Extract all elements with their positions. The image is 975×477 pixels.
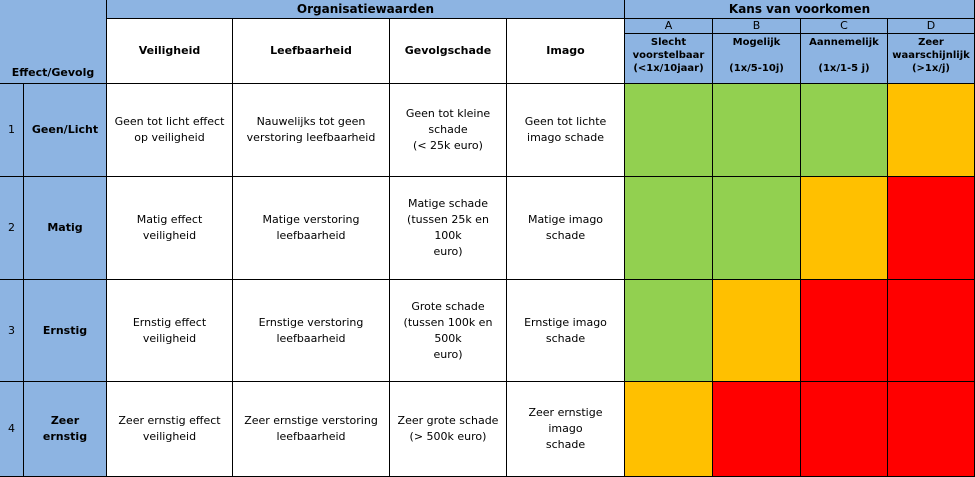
value-cell: Zeer ernstige imago schade [507,382,625,477]
risk-cell [888,382,975,477]
risk-cell [888,84,975,177]
value-cell: Nauwelijks tot geen verstoring leefbaarh… [233,84,390,177]
row-number: 1 [0,84,24,177]
likelihood-label-d: Zeer waarschijnlijk (>1x/j) [888,34,975,84]
column-header-leefbaarheid: Leefbaarheid [233,19,390,84]
risk-cell [801,280,888,382]
row-number: 4 [0,382,24,477]
value-cell: Geen tot lichte imago schade [507,84,625,177]
risk-cell [713,382,801,477]
kans-van-voorkomen-header: Kans van voorkomen [625,0,975,19]
likelihood-letter-d: D [888,19,975,34]
risk-cell [713,280,801,382]
organisatiewaarden-header: Organisatiewaarden [107,0,625,19]
row-severity: Geen/Licht [24,84,107,177]
risk-cell [625,280,713,382]
risk-cell [888,280,975,382]
risk-cell [625,177,713,280]
likelihood-label-b: Mogelijk (1x/5-10j) [713,34,801,84]
column-header-veiligheid: Veiligheid [107,19,233,84]
value-cell: Zeer grote schade (> 500k euro) [390,382,507,477]
row-severity: Zeer ernstig [24,382,107,477]
risk-cell [625,84,713,177]
value-cell: Matige verstoring leefbaarheid [233,177,390,280]
value-cell: Zeer ernstig effect veiligheid [107,382,233,477]
value-cell: Grote schade (tussen 100k en 500k euro) [390,280,507,382]
value-cell: Geen tot licht effect op veiligheid [107,84,233,177]
likelihood-letter-c: C [801,19,888,34]
value-cell: Geen tot kleine schade (< 25k euro) [390,84,507,177]
risk-cell [625,382,713,477]
row-severity: Ernstig [24,280,107,382]
likelihood-letter-b: B [713,19,801,34]
value-cell: Ernstige imago schade [507,280,625,382]
value-cell: Ernstig effect veiligheid [107,280,233,382]
row-number: 2 [0,177,24,280]
value-cell: Matige schade (tussen 25k en 100k euro) [390,177,507,280]
risk-cell [713,177,801,280]
likelihood-label-c: Aannemelijk (1x/1-5 j) [801,34,888,84]
column-header-gevolgschade: Gevolgschade [390,19,507,84]
column-header-imago: Imago [507,19,625,84]
value-cell: Ernstige verstoring leefbaarheid [233,280,390,382]
row-severity: Matig [24,177,107,280]
likelihood-letter-a: A [625,19,713,34]
risk-cell [713,84,801,177]
value-cell: Zeer ernstige verstoring leefbaarheid [233,382,390,477]
likelihood-label-a: Slecht voorstelbaar (<1x/10jaar) [625,34,713,84]
risk-cell [801,177,888,280]
effect-gevolg-header: Effect/Gevolg [0,0,107,84]
risk-cell [888,177,975,280]
risk-cell [801,84,888,177]
value-cell: Matige imago schade [507,177,625,280]
value-cell: Matig effect veiligheid [107,177,233,280]
risk-cell [801,382,888,477]
row-number: 3 [0,280,24,382]
